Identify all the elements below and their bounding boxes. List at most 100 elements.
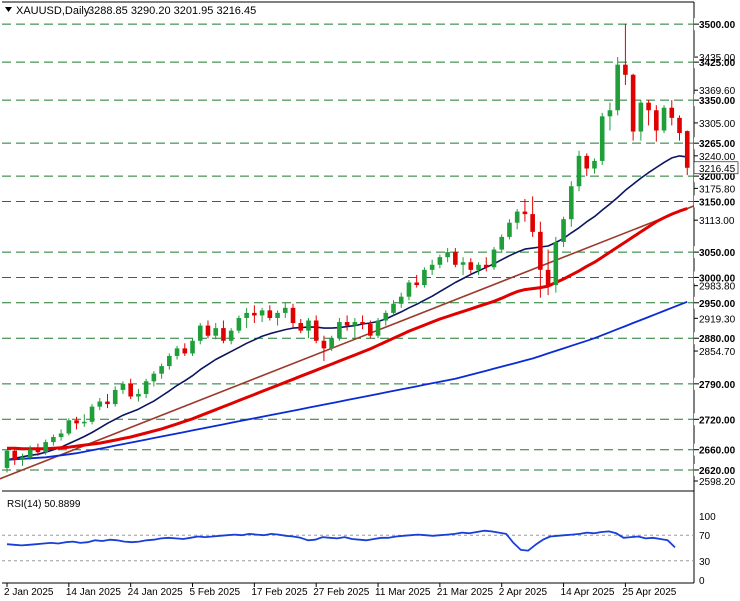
candle xyxy=(414,274,419,288)
candle-body xyxy=(507,222,512,237)
candle xyxy=(360,315,365,330)
y-tick-label: 2919.30 xyxy=(699,314,736,325)
candle-body xyxy=(468,262,474,270)
candle-body xyxy=(313,320,319,341)
current-price-label: 3216.45 xyxy=(699,164,736,175)
x-tick-label: 14 Apr 2025 xyxy=(561,587,615,598)
candle xyxy=(344,315,350,331)
candle xyxy=(112,386,118,407)
candle xyxy=(167,353,172,370)
candle-body xyxy=(182,348,188,354)
candle-body xyxy=(282,307,288,313)
candle xyxy=(368,320,373,339)
candle xyxy=(607,102,613,131)
candle xyxy=(599,112,605,165)
candle xyxy=(259,307,265,323)
candle xyxy=(20,453,25,466)
rsi-label: RSI(14) 50.8899 xyxy=(7,499,81,510)
candle-body xyxy=(66,420,72,434)
level-price-label: 3500.00 xyxy=(699,20,736,31)
y-tick-label: 3113.00 xyxy=(699,216,735,227)
x-tick-label: 14 Jan 2025 xyxy=(66,587,121,598)
y-tick-label: 3175.80 xyxy=(699,184,736,195)
candle xyxy=(453,248,458,268)
candle-body xyxy=(568,186,574,220)
candle-body xyxy=(545,269,551,286)
level-price-label: 2950.00 xyxy=(699,299,736,310)
candle-body xyxy=(74,420,79,424)
candle-body xyxy=(228,330,234,341)
candle xyxy=(128,378,133,400)
candle-body xyxy=(476,264,481,270)
candle-body xyxy=(360,322,365,325)
candle xyxy=(136,388,141,402)
candle xyxy=(383,310,389,326)
candle-body xyxy=(406,282,412,297)
candle xyxy=(244,307,249,329)
candle xyxy=(89,404,95,425)
candle-body xyxy=(35,449,41,453)
candle xyxy=(468,258,474,274)
candle-body xyxy=(661,107,667,131)
candle xyxy=(329,335,334,351)
candle xyxy=(538,221,543,298)
candle-body xyxy=(414,282,419,286)
moving-average-ma100 xyxy=(6,300,688,461)
candle xyxy=(491,247,497,270)
level-price-label: 2660.00 xyxy=(699,446,736,457)
candle xyxy=(174,345,180,360)
candle-body xyxy=(51,437,56,443)
candle-body xyxy=(576,155,582,187)
candle xyxy=(290,303,296,329)
moving-average-ma50 xyxy=(7,207,688,451)
candle-body xyxy=(491,249,497,268)
candle xyxy=(58,429,64,441)
candle xyxy=(82,414,87,427)
rsi-tick-label: 0 xyxy=(699,576,705,587)
candle-body xyxy=(553,241,559,286)
candle-body xyxy=(422,269,427,286)
chart-symbol-label: XAUUSD,Daily xyxy=(16,5,90,17)
candle-body xyxy=(290,307,296,324)
x-tick-label: 17 Feb 2025 xyxy=(251,587,308,598)
candle xyxy=(630,73,636,141)
candle xyxy=(120,381,126,394)
candle xyxy=(654,105,659,142)
candle xyxy=(460,257,466,275)
candle xyxy=(352,317,358,339)
y-tick-label: 3305.00 xyxy=(699,119,736,130)
candle xyxy=(35,443,41,456)
candle-body xyxy=(167,355,172,367)
level-tag xyxy=(694,94,738,107)
candle-body xyxy=(584,155,590,169)
candle-body xyxy=(337,322,342,339)
candle-body xyxy=(514,211,520,223)
y-tick-label: 3240.00 xyxy=(699,152,736,163)
candle-body xyxy=(151,373,157,382)
candle xyxy=(615,57,620,116)
candle-body xyxy=(221,328,226,341)
candle-body xyxy=(646,102,651,111)
candle xyxy=(252,305,257,324)
candle-body xyxy=(623,64,628,75)
level-price-label: 3350.00 xyxy=(699,96,736,107)
candle-body xyxy=(20,457,25,460)
level-price-label: 3425.00 xyxy=(699,58,736,69)
candle-body xyxy=(12,450,18,460)
candle-body xyxy=(120,383,126,390)
x-tick-label: 5 Feb 2025 xyxy=(190,587,241,598)
candle xyxy=(321,335,327,362)
candle-body xyxy=(136,393,141,397)
candle xyxy=(568,181,574,227)
candle-body xyxy=(190,340,195,354)
candle xyxy=(190,338,195,356)
candle-body xyxy=(329,338,334,349)
level-tag xyxy=(694,18,738,31)
candle xyxy=(159,363,164,379)
candle xyxy=(51,434,56,446)
candle-body xyxy=(561,219,566,242)
candle xyxy=(584,153,590,177)
collapse-arrow-icon[interactable] xyxy=(5,7,12,12)
